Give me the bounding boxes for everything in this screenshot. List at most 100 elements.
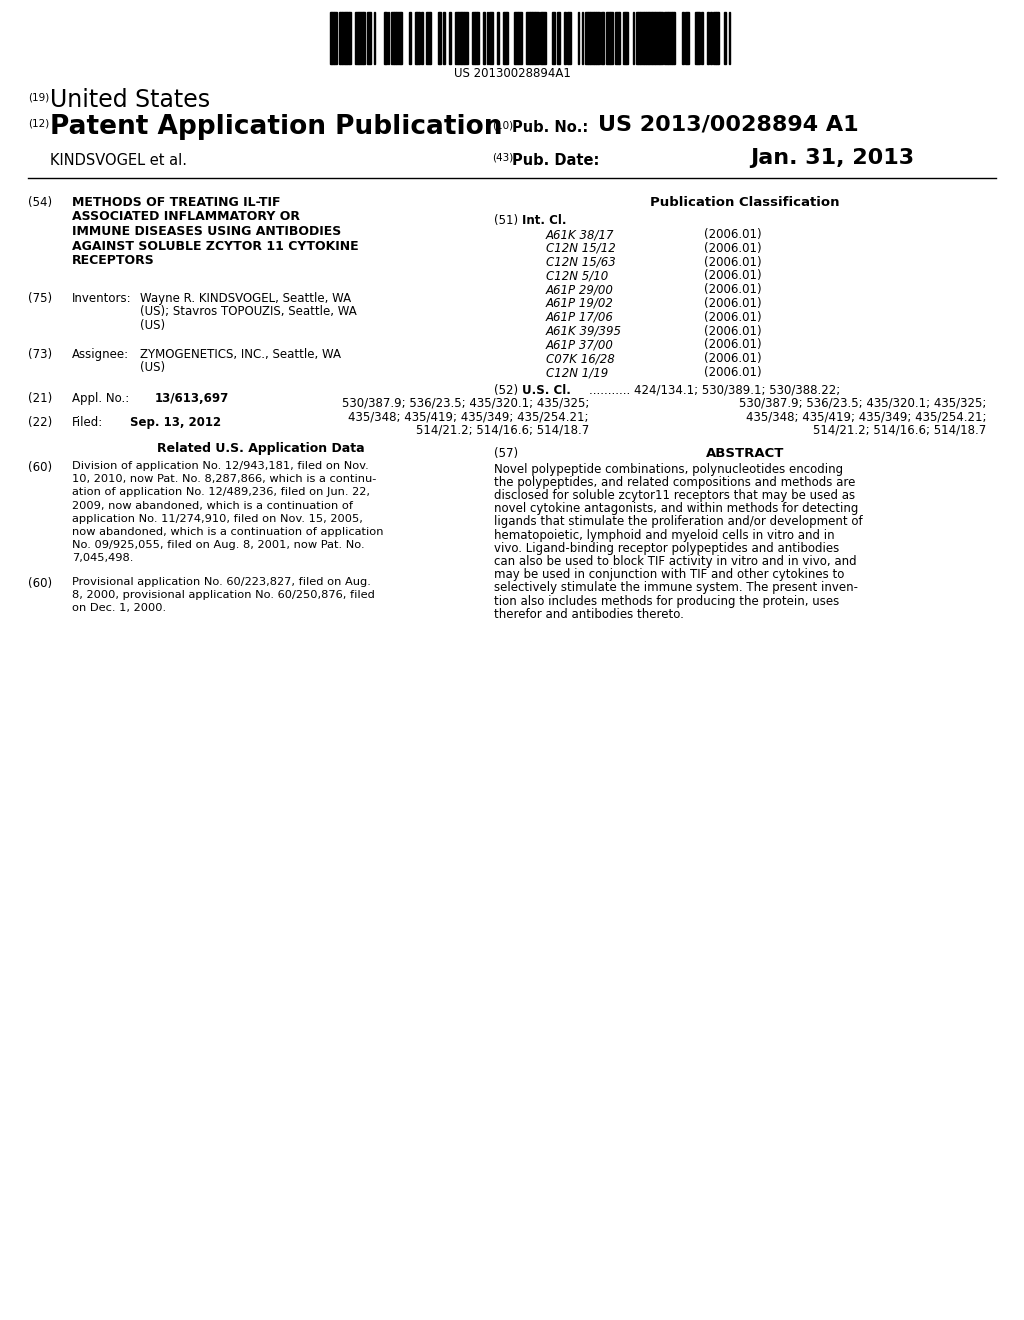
Text: hematopoietic, lymphoid and myeloid cells in vitro and in: hematopoietic, lymphoid and myeloid cell… xyxy=(494,528,835,541)
Bar xyxy=(655,12,659,63)
Text: AGAINST SOLUBLE ZCYTOR 11 CYTOKINE: AGAINST SOLUBLE ZCYTOR 11 CYTOKINE xyxy=(72,239,358,252)
Bar xyxy=(489,12,493,63)
Text: (US): (US) xyxy=(140,319,165,333)
Bar xyxy=(355,12,358,63)
Bar xyxy=(615,12,618,63)
Text: Jan. 31, 2013: Jan. 31, 2013 xyxy=(750,148,914,168)
Text: Inventors:: Inventors: xyxy=(72,292,132,305)
Bar xyxy=(342,12,345,63)
Text: 514/21.2; 514/16.6; 514/18.7: 514/21.2; 514/16.6; 514/18.7 xyxy=(813,424,986,437)
Bar xyxy=(610,12,613,63)
Text: (2006.01): (2006.01) xyxy=(705,269,762,282)
Bar xyxy=(568,12,571,63)
Text: 13/613,697: 13/613,697 xyxy=(155,392,229,405)
Text: (51): (51) xyxy=(494,214,518,227)
Text: 8, 2000, provisional application No. 60/250,876, filed: 8, 2000, provisional application No. 60/… xyxy=(72,590,375,599)
Text: on Dec. 1, 2000.: on Dec. 1, 2000. xyxy=(72,603,166,612)
Bar xyxy=(391,12,394,63)
Text: Provisional application No. 60/223,827, filed on Aug.: Provisional application No. 60/223,827, … xyxy=(72,577,371,586)
Text: (57): (57) xyxy=(494,446,518,459)
Bar xyxy=(649,12,652,63)
Text: 435/348; 435/419; 435/349; 435/254.21;: 435/348; 435/419; 435/349; 435/254.21; xyxy=(745,411,986,424)
Text: (60): (60) xyxy=(28,461,52,474)
Bar xyxy=(334,12,337,63)
Bar xyxy=(472,12,475,63)
Text: (10): (10) xyxy=(492,120,513,129)
Bar xyxy=(585,12,588,63)
Bar xyxy=(421,12,423,63)
Bar xyxy=(504,12,506,63)
Text: now abandoned, which is a continuation of application: now abandoned, which is a continuation o… xyxy=(72,527,384,537)
Bar xyxy=(518,12,522,63)
Bar xyxy=(540,12,542,63)
Text: (2006.01): (2006.01) xyxy=(705,256,762,268)
Text: (12): (12) xyxy=(28,117,49,128)
Bar xyxy=(458,12,461,63)
Bar xyxy=(598,12,600,63)
Bar xyxy=(332,12,334,63)
Text: novel cytokine antagonists, and within methods for detecting: novel cytokine antagonists, and within m… xyxy=(494,502,858,515)
Bar xyxy=(672,12,674,63)
Text: (60): (60) xyxy=(28,577,52,590)
Text: KINDSVOGEL et al.: KINDSVOGEL et al. xyxy=(50,153,187,168)
Bar xyxy=(426,12,430,63)
Text: 10, 2010, now Pat. No. 8,287,866, which is a continu-: 10, 2010, now Pat. No. 8,287,866, which … xyxy=(72,474,377,484)
Text: therefor and antibodies thereto.: therefor and antibodies thereto. xyxy=(494,607,684,620)
Text: 530/387.9; 536/23.5; 435/320.1; 435/325;: 530/387.9; 536/23.5; 435/320.1; 435/325; xyxy=(738,397,986,411)
Bar xyxy=(644,12,646,63)
Bar xyxy=(623,12,625,63)
Bar xyxy=(716,12,718,63)
Bar xyxy=(535,12,539,63)
Bar xyxy=(636,12,638,63)
Bar xyxy=(552,12,555,63)
Text: A61P 29/00: A61P 29/00 xyxy=(546,284,613,296)
Text: ZYMOGENETICS, INC., Seattle, WA: ZYMOGENETICS, INC., Seattle, WA xyxy=(140,348,341,360)
Bar xyxy=(514,12,518,63)
Bar xyxy=(542,12,546,63)
Text: IMMUNE DISEASES USING ANTIBODIES: IMMUNE DISEASES USING ANTIBODIES xyxy=(72,224,341,238)
Bar xyxy=(596,12,598,63)
Text: A61P 37/00: A61P 37/00 xyxy=(546,338,613,351)
Bar xyxy=(713,12,716,63)
Text: (2006.01): (2006.01) xyxy=(705,366,762,379)
Bar xyxy=(638,12,640,63)
Bar xyxy=(439,12,441,63)
Text: Appl. No.:: Appl. No.: xyxy=(72,392,129,405)
Bar xyxy=(601,12,603,63)
Bar xyxy=(475,12,477,63)
Text: (43): (43) xyxy=(492,153,513,162)
Text: METHODS OF TREATING IL-TIF: METHODS OF TREATING IL-TIF xyxy=(72,195,281,209)
Text: ........... 424/134.1; 530/389.1; 530/388.22;: ........... 424/134.1; 530/389.1; 530/38… xyxy=(589,384,841,397)
Text: RECEPTORS: RECEPTORS xyxy=(72,253,155,267)
Text: 7,045,498.: 7,045,498. xyxy=(72,553,133,564)
Text: 514/21.2; 514/16.6; 514/18.7: 514/21.2; 514/16.6; 514/18.7 xyxy=(416,424,589,437)
Text: (19): (19) xyxy=(28,92,49,103)
Text: C12N 15/63: C12N 15/63 xyxy=(546,256,615,268)
Text: Pub. Date:: Pub. Date: xyxy=(512,153,599,168)
Text: Related U.S. Application Data: Related U.S. Application Data xyxy=(158,442,365,455)
Bar xyxy=(464,12,468,63)
Bar xyxy=(526,12,530,63)
Text: A61K 38/17: A61K 38/17 xyxy=(546,228,614,242)
Text: 435/348; 435/419; 435/349; 435/254.21;: 435/348; 435/419; 435/349; 435/254.21; xyxy=(348,411,589,424)
Bar xyxy=(443,12,445,63)
Bar xyxy=(532,12,535,63)
Text: A61P 17/06: A61P 17/06 xyxy=(546,310,613,323)
Bar xyxy=(449,12,451,63)
Bar xyxy=(367,12,371,63)
Text: (54): (54) xyxy=(28,195,52,209)
Bar xyxy=(660,12,663,63)
Bar xyxy=(564,12,566,63)
Text: Filed:: Filed: xyxy=(72,416,103,429)
Text: can also be used to block TIF activity in vitro and in vivo, and: can also be used to block TIF activity i… xyxy=(494,554,857,568)
Bar xyxy=(340,12,342,63)
Bar xyxy=(590,12,594,63)
Bar xyxy=(682,12,684,63)
Text: may be used in conjunction with TIF and other cytokines to: may be used in conjunction with TIF and … xyxy=(494,568,845,581)
Bar xyxy=(347,12,349,63)
Text: ASSOCIATED INFLAMMATORY OR: ASSOCIATED INFLAMMATORY OR xyxy=(72,210,300,223)
Text: Division of application No. 12/943,181, filed on Nov.: Division of application No. 12/943,181, … xyxy=(72,461,369,471)
Text: the polypeptides, and related compositions and methods are: the polypeptides, and related compositio… xyxy=(494,475,855,488)
Text: (52): (52) xyxy=(494,384,518,397)
Text: (US): (US) xyxy=(140,362,165,375)
